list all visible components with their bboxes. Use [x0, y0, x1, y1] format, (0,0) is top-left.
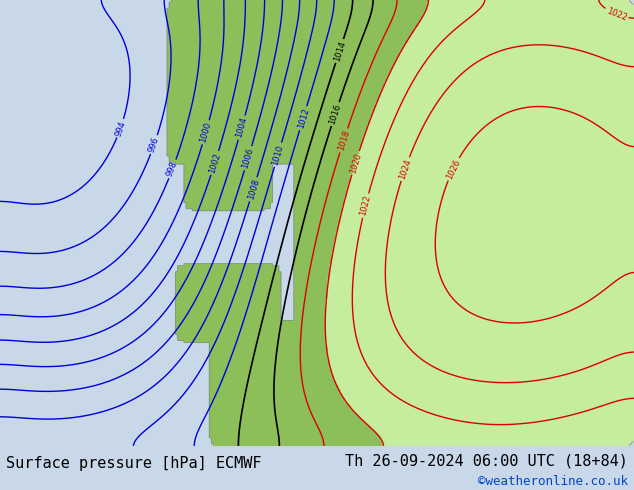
Text: 1022: 1022: [359, 195, 372, 217]
Text: 1006: 1006: [241, 147, 256, 170]
Text: 1014: 1014: [332, 40, 347, 62]
Text: 1020: 1020: [348, 151, 363, 174]
Text: Surface pressure [hPa] ECMWF: Surface pressure [hPa] ECMWF: [6, 456, 262, 471]
Text: 1012: 1012: [296, 107, 311, 129]
Text: 1002: 1002: [207, 151, 223, 174]
Text: 1024: 1024: [398, 158, 413, 180]
Text: 1010: 1010: [271, 144, 285, 166]
Text: 1018: 1018: [336, 129, 351, 152]
Text: ©weatheronline.co.uk: ©weatheronline.co.uk: [477, 475, 628, 488]
Text: 1000: 1000: [198, 121, 213, 144]
Text: 1004: 1004: [235, 116, 249, 139]
Text: 1022: 1022: [605, 6, 628, 23]
Text: 998: 998: [165, 160, 179, 178]
Text: 1008: 1008: [246, 178, 261, 201]
Text: 1026: 1026: [444, 157, 462, 180]
Text: 994: 994: [113, 120, 127, 137]
Text: 1016: 1016: [328, 102, 343, 125]
Text: 996: 996: [147, 136, 161, 153]
Text: Th 26-09-2024 06:00 UTC (18+84): Th 26-09-2024 06:00 UTC (18+84): [345, 454, 628, 469]
